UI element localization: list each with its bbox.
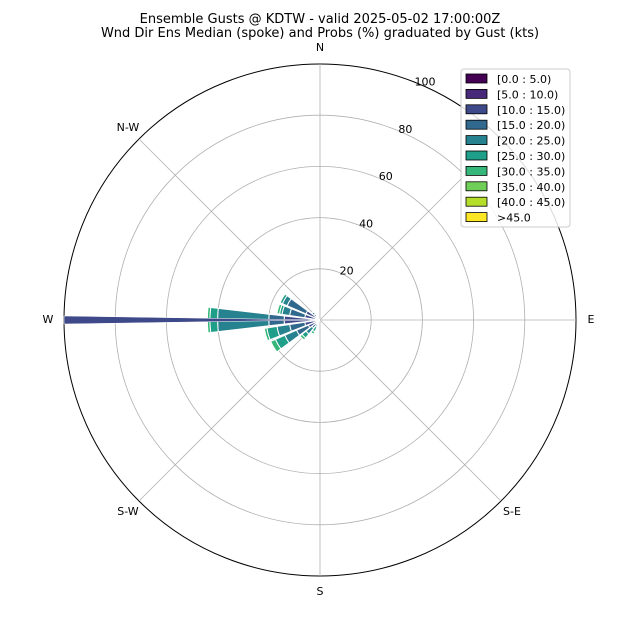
legend-label: [0.0 : 5.0): [497, 73, 551, 86]
direction-labels: N E S-E S S-W W N-W: [43, 41, 595, 598]
legend-label: [30.0 : 35.0): [497, 165, 565, 178]
legend: [0.0 : 5.0) [5.0 : 10.0) [10.0 : 15.0) [15.…: [460, 68, 571, 228]
direction-label: S-W: [117, 505, 139, 518]
chart-subtitle: Wnd Dir Ens Median (spoke) and Probs (%)…: [101, 26, 539, 41]
direction-label: E: [588, 313, 595, 326]
legend-swatch: [465, 181, 488, 192]
radial-tick-label: 100: [414, 75, 435, 88]
chart-title: Ensemble Gusts @ KDTW - valid 2025-05-02…: [140, 12, 501, 27]
direction-label: S: [317, 585, 324, 598]
radial-tick-label: 60: [379, 170, 393, 183]
legend-label: [35.0 : 40.0): [497, 181, 565, 194]
grid-spoke: [138, 319, 321, 502]
legend-label: >45.0: [497, 212, 531, 225]
legend-swatch: [465, 73, 488, 84]
legend-label: [25.0 : 30.0): [497, 150, 565, 163]
median-spoke-wedge: [63, 315, 321, 325]
legend-swatch: [465, 135, 488, 146]
radial-tick-label: 80: [398, 123, 412, 136]
legend-swatch: [465, 104, 488, 115]
sector-wedge: [263, 327, 271, 342]
legend-swatch: [465, 212, 488, 223]
sector-wedge: [276, 303, 283, 315]
legend-label: [15.0 : 20.0): [497, 119, 565, 132]
radial-tick-labels: 20 40 60 80 100: [340, 75, 436, 277]
sector-wedge: [299, 333, 307, 341]
legend-swatch: [465, 89, 488, 99]
legend-swatch: [465, 165, 488, 176]
direction-label: W: [43, 313, 54, 326]
legend-swatch: [465, 196, 488, 207]
legend-swatch: [465, 119, 488, 130]
wind-sectors: [206, 293, 321, 353]
grid-spoke: [138, 138, 321, 321]
median-spoke: [63, 315, 321, 325]
legend-label: [40.0 : 45.0): [497, 196, 565, 209]
direction-label: S-E: [503, 505, 521, 518]
sector-wedge: [270, 338, 282, 353]
direction-label: N: [316, 41, 324, 54]
grid-spoke: [319, 319, 502, 502]
legend-label: [20.0 : 25.0): [497, 135, 565, 148]
sector-wedge: [279, 293, 288, 305]
legend-label: [10.0 : 15.0): [497, 104, 565, 117]
legend-box: [460, 68, 571, 228]
radial-tick-label: 40: [359, 217, 373, 230]
sector-wedge: [311, 311, 316, 316]
legend-label: [5.0 : 10.0): [497, 88, 558, 101]
direction-label: N-W: [117, 121, 140, 134]
legend-swatch: [465, 150, 488, 161]
radial-tick-label: 20: [340, 265, 354, 278]
